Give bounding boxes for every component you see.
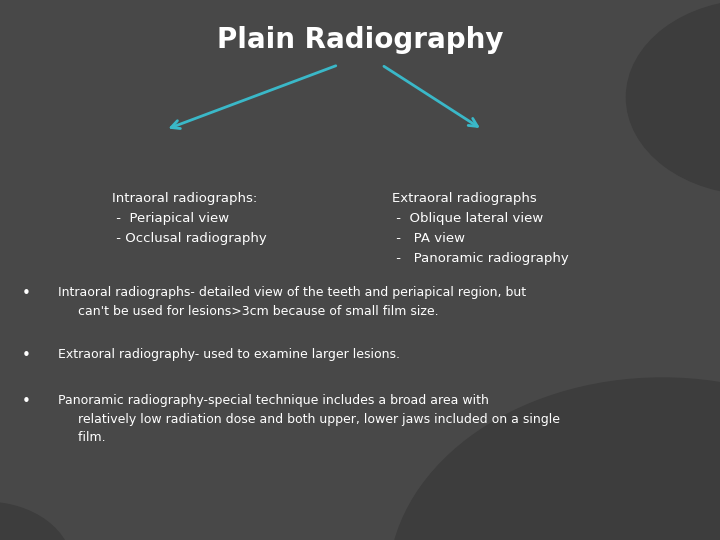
- Text: •: •: [22, 394, 30, 409]
- Text: Intraoral radiographs- detailed view of the teeth and periapical region, but
   : Intraoral radiographs- detailed view of …: [58, 286, 526, 318]
- Text: Plain Radiography: Plain Radiography: [217, 26, 503, 55]
- Circle shape: [626, 0, 720, 194]
- Text: Panoramic radiography-special technique includes a broad area with
     relative: Panoramic radiography-special technique …: [58, 394, 559, 444]
- Text: •: •: [22, 286, 30, 301]
- Text: Intraoral radiographs:
 -  Periapical view
 - Occlusal radiography: Intraoral radiographs: - Periapical view…: [112, 192, 266, 245]
- Circle shape: [389, 378, 720, 540]
- Circle shape: [0, 502, 72, 540]
- Text: Extraoral radiographs
 -  Oblique lateral view
 -   PA view
 -   Panoramic radio: Extraoral radiographs - Oblique lateral …: [392, 192, 569, 265]
- Text: Extraoral radiography- used to examine larger lesions.: Extraoral radiography- used to examine l…: [58, 348, 400, 361]
- Text: •: •: [22, 348, 30, 363]
